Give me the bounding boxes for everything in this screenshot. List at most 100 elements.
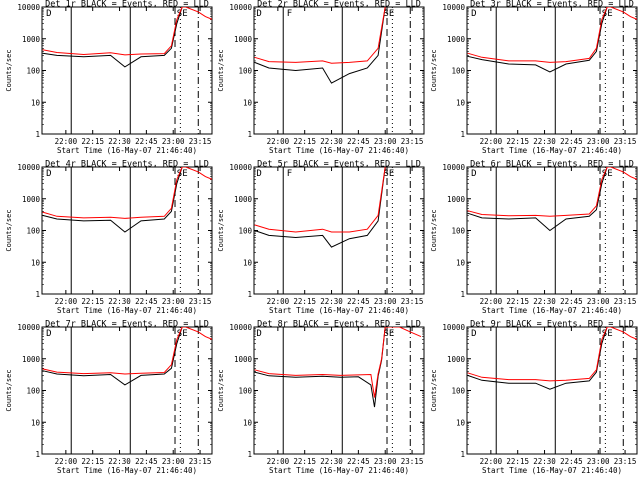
x-tick-label: 22:00	[267, 137, 290, 146]
events-series-line	[467, 7, 608, 73]
x-tick-label: 22:30	[533, 457, 556, 466]
y-tick-label: 10	[31, 98, 41, 107]
x-tick-label: 22:00	[55, 297, 78, 306]
detector-plot-9: Det 9r BLACK = Events, RED = LLD 1 10 100 10…	[430, 320, 638, 475]
x-tick-label: 22:30	[320, 137, 343, 146]
y-tick-label: 1	[460, 450, 465, 459]
y-tick-label: 10000	[229, 323, 252, 332]
x-tick-label: 23:15	[614, 297, 637, 306]
events-series-line	[467, 327, 608, 390]
y-tick-label: 10000	[17, 163, 40, 172]
x-tick-label: 22:15	[506, 457, 529, 466]
y-tick-label: 100	[451, 227, 465, 236]
x-tick-label: 22:45	[135, 297, 158, 306]
x-tick-label: 23:00	[162, 137, 185, 146]
x-tick-label: 22:45	[135, 137, 158, 146]
plot-title: Det 6r BLACK = Events, RED = LLD	[470, 160, 634, 170]
lld-series-line	[467, 7, 637, 63]
x-tick-label: 22:30	[320, 297, 343, 306]
lld-series-line	[42, 167, 212, 219]
detector-plot-5: Det 5r BLACK = Events, RED = LLD 1 10 100 10…	[217, 160, 425, 315]
plot-frame	[466, 166, 638, 295]
lld-series-line	[254, 7, 386, 64]
y-axis-label: Counts/sec	[430, 49, 438, 91]
detector-plot-7: Det 7r BLACK = Events, RED = LLD 1 10 100 10…	[5, 320, 213, 475]
x-axis-label: Start Time (16-May-07 21:46:40)	[57, 146, 197, 155]
y-tick-label: 1	[35, 450, 40, 459]
marker-label: SE	[177, 329, 188, 339]
x-tick-label: 22:00	[267, 297, 290, 306]
x-tick-label: 23:15	[614, 137, 637, 146]
y-tick-label: 10	[456, 258, 466, 267]
marker-label: D	[46, 169, 51, 179]
y-tick-label: 100	[26, 227, 40, 236]
y-tick-label: 1000	[22, 195, 41, 204]
x-tick-label: 22:45	[560, 297, 583, 306]
x-tick-label: 23:00	[587, 297, 610, 306]
y-axis-label: Counts/sec	[430, 209, 438, 251]
x-tick-label: 22:30	[108, 297, 131, 306]
detector-plot-8: Det 8r BLACK = Events, RED = LLD 1 10 100 10…	[217, 320, 425, 475]
events-series-line	[254, 7, 386, 84]
plot-title: Det 1r BLACK = Events, RED = LLD	[45, 0, 209, 10]
detector-plot-3: Det 3r BLACK = Events, RED = LLD 1 10 100 10…	[430, 0, 638, 155]
events-series-line	[254, 167, 386, 248]
y-tick-label: 10000	[17, 3, 40, 12]
x-axis-label: Start Time (16-May-07 21:46:40)	[482, 146, 622, 155]
marker-label: D	[256, 9, 261, 19]
y-tick-label: 10000	[17, 323, 40, 332]
x-tick-label: 22:15	[293, 457, 316, 466]
y-tick-label: 10000	[229, 3, 252, 12]
y-tick-label: 100	[238, 227, 252, 236]
detector-plot-1: Det 1r BLACK = Events, RED = LLD 1 10 100 10…	[5, 0, 213, 155]
x-tick-label: 23:15	[614, 457, 637, 466]
x-tick-label: 23:00	[587, 137, 610, 146]
marker-label: SE	[602, 169, 613, 179]
y-axis-label: Counts/sec	[5, 49, 13, 91]
y-tick-label: 100	[238, 387, 252, 396]
detector-plot-2: Det 2r BLACK = Events, RED = LLD 1 10 100 10…	[217, 0, 425, 155]
x-tick-label: 22:30	[533, 137, 556, 146]
x-tick-label: 22:45	[347, 297, 370, 306]
marker-label: D	[471, 9, 476, 19]
marker-label: SE	[177, 9, 188, 19]
x-axis-label: Start Time (16-May-07 21:46:40)	[57, 466, 197, 475]
x-tick-label: 23:15	[401, 297, 424, 306]
x-tick-label: 22:15	[81, 297, 104, 306]
x-tick-label: 22:00	[480, 137, 503, 146]
marker-label: SE	[602, 9, 613, 19]
events-series-line	[467, 167, 608, 232]
x-tick-label: 22:15	[81, 457, 104, 466]
y-tick-label: 1000	[234, 35, 253, 44]
y-axis-label: Counts/sec	[5, 209, 13, 251]
y-tick-label: 1000	[234, 355, 253, 364]
y-tick-label: 10	[243, 258, 253, 267]
events-series-line	[42, 167, 183, 233]
y-tick-label: 10	[243, 98, 253, 107]
marker-label: F	[287, 9, 292, 19]
y-tick-label: 100	[26, 67, 40, 76]
x-tick-label: 22:15	[293, 137, 316, 146]
x-tick-label: 23:15	[189, 137, 212, 146]
y-tick-label: 1	[460, 130, 465, 139]
x-tick-label: 22:30	[108, 457, 131, 466]
plot-title: Det 3r BLACK = Events, RED = LLD	[470, 0, 634, 10]
lld-series-line	[467, 327, 637, 382]
marker-label: D	[471, 329, 476, 339]
detector-plot-6: Det 6r BLACK = Events, RED = LLD 1 10 100 10…	[430, 160, 638, 315]
x-tick-label: 22:45	[560, 457, 583, 466]
y-tick-label: 10	[456, 418, 466, 427]
y-tick-label: 10000	[229, 163, 252, 172]
x-axis-label: Start Time (16-May-07 21:46:40)	[482, 306, 622, 315]
x-axis-label: Start Time (16-May-07 21:46:40)	[482, 466, 622, 475]
x-tick-label: 22:30	[320, 457, 343, 466]
x-tick-label: 22:45	[135, 457, 158, 466]
x-tick-label: 22:45	[560, 137, 583, 146]
x-tick-label: 22:00	[480, 297, 503, 306]
y-tick-label: 10	[456, 98, 466, 107]
y-axis-label: Counts/sec	[430, 369, 438, 411]
y-tick-label: 1000	[22, 355, 41, 364]
x-tick-label: 22:45	[347, 137, 370, 146]
